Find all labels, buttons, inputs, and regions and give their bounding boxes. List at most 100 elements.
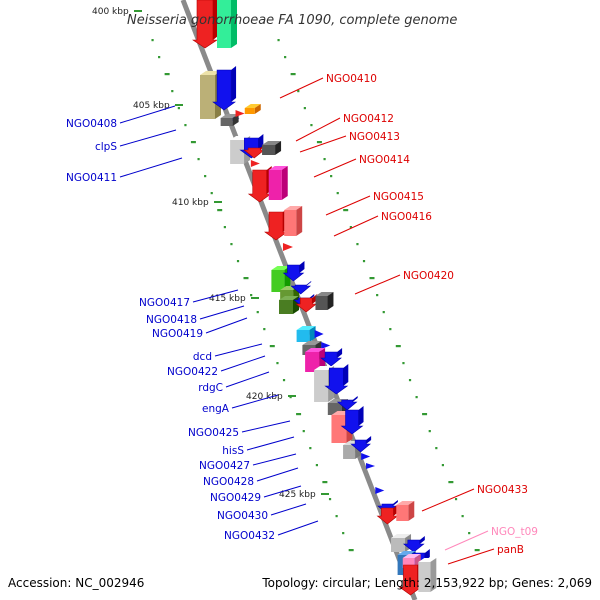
gene-feature[interactable] (217, 0, 237, 48)
track-dot (197, 158, 200, 161)
scale-ticks: 400 kbp 405 kbp 410 kbp 415 kbp 420 kbp 425 k… (92, 7, 329, 500)
gene-feature[interactable] (235, 110, 245, 117)
gene-top (305, 348, 326, 352)
track-dot (303, 107, 306, 110)
track-dot (348, 549, 354, 552)
gene-label-ngo0420[interactable]: NGO0420 (403, 270, 454, 282)
track-dot (376, 294, 379, 297)
track-dot (349, 226, 352, 229)
gene-feature[interactable] (315, 292, 334, 310)
track-dot (269, 345, 275, 348)
dot-tracks (151, 39, 480, 552)
leader-line (256, 467, 299, 482)
gene-label-panb[interactable]: panB (497, 544, 524, 556)
track-dot (276, 362, 279, 365)
gene-label-ngo0412[interactable]: NGO0412 (343, 113, 394, 125)
gene-feature[interactable] (220, 114, 239, 126)
gene-label-ngo0433[interactable]: NGO0433 (477, 484, 528, 496)
track-dot (315, 464, 318, 467)
gene-label-ngo0411[interactable]: NGO0411 (66, 172, 117, 184)
gene-feature[interactable] (284, 206, 303, 236)
track-dot (297, 90, 300, 93)
gene-feature[interactable] (340, 406, 364, 435)
track-dot (158, 56, 161, 59)
gene-label-ngo0425[interactable]: NGO0425 (188, 427, 239, 439)
gene-features (192, 0, 437, 596)
gene-labels[interactable]: NGO0408 clpS NGO0411 NGO0417 NGO0418 NGO0419 d… (66, 73, 538, 565)
gene-label-ngo0419[interactable]: NGO0419 (152, 328, 203, 340)
gene-label-ngo0418[interactable]: NGO0418 (146, 314, 197, 326)
gene-label-ngo0413[interactable]: NGO0413 (349, 131, 400, 143)
scale-tick-label: 400 kbp (92, 7, 129, 17)
leader-line (421, 488, 475, 512)
gene-label-ngo0416[interactable]: NGO0416 (381, 211, 432, 223)
gene-feature[interactable] (361, 453, 371, 460)
track-dot (415, 396, 418, 399)
gene-side (366, 436, 372, 444)
gene-feature[interactable] (192, 0, 218, 49)
gene-feature[interactable] (321, 342, 331, 349)
gene-face (296, 330, 310, 342)
track-dot (330, 175, 333, 178)
gene-label-ngo0417[interactable]: NGO0417 (139, 297, 190, 309)
gene-feature[interactable] (268, 166, 288, 200)
gene-feature[interactable] (324, 364, 349, 395)
gene-feature[interactable] (282, 243, 293, 251)
track-dot (441, 464, 444, 467)
gene-feature[interactable] (282, 261, 305, 282)
leader-line (447, 548, 495, 565)
gene-feature[interactable] (279, 296, 299, 314)
gene-label-enga[interactable]: engA (202, 403, 230, 415)
gene-feature[interactable] (320, 348, 343, 367)
track-dot (422, 413, 428, 416)
gene-feature[interactable] (350, 436, 372, 453)
track-dot (310, 124, 313, 127)
gene-face (279, 300, 293, 314)
gene-label-ngo-t09[interactable]: NGO_t09 (491, 526, 538, 538)
gene-label-dcd[interactable]: dcd (193, 351, 212, 363)
gene-feature[interactable] (212, 66, 237, 111)
gene-label-ngo0414[interactable]: NGO0414 (359, 154, 410, 166)
gene-face (396, 505, 409, 521)
track-dot (263, 328, 266, 331)
gene-label-ngo0428[interactable]: NGO0428 (203, 476, 254, 488)
gene-side (232, 114, 239, 126)
gene-feature[interactable] (418, 558, 437, 592)
gene-label-ngo0432[interactable]: NGO0432 (224, 530, 275, 542)
leader-line (325, 195, 371, 216)
gene-feature[interactable] (396, 501, 415, 521)
gene-label-ngo0408[interactable]: NGO0408 (66, 118, 117, 130)
gene-feature[interactable] (250, 160, 260, 167)
gene-feature[interactable] (314, 330, 324, 338)
gene-feature[interactable] (375, 487, 385, 494)
gene-face (220, 118, 233, 126)
gene-top (279, 296, 299, 300)
gene-feature[interactable] (244, 104, 261, 114)
gene-side (275, 141, 282, 155)
leader-line (295, 117, 341, 142)
gene-label-ngo0430[interactable]: NGO0430 (217, 510, 268, 522)
gene-label-clps[interactable]: clpS (95, 141, 117, 153)
gene-label-ngo0410[interactable]: NGO0410 (326, 73, 377, 85)
track-dot (322, 481, 328, 484)
gene-label-ngo0429[interactable]: NGO0429 (210, 492, 261, 504)
gene-feature[interactable] (290, 281, 312, 295)
gene-feature[interactable] (262, 141, 282, 155)
accession-text: Accession: NC_002946 (8, 576, 144, 590)
gene-triangle (250, 160, 260, 167)
gene-feature[interactable] (402, 536, 425, 553)
gene-feature[interactable] (336, 396, 358, 411)
leader-line (299, 135, 347, 153)
gene-label-rdgc[interactable]: rdgC (198, 382, 223, 394)
gene-feature[interactable] (366, 463, 376, 469)
gene-label-ngo0415[interactable]: NGO0415 (373, 191, 424, 203)
track-dot (217, 209, 223, 212)
gene-label-ngo0427[interactable]: NGO0427 (199, 460, 250, 472)
gene-top (244, 104, 261, 108)
leader-line (225, 371, 270, 388)
gene-label-hiss[interactable]: hisS (222, 445, 244, 457)
track-dot (302, 430, 305, 433)
track-dot (151, 39, 154, 42)
gene-label-ngo0422[interactable]: NGO0422 (167, 366, 218, 378)
gene-feature[interactable] (296, 326, 316, 342)
